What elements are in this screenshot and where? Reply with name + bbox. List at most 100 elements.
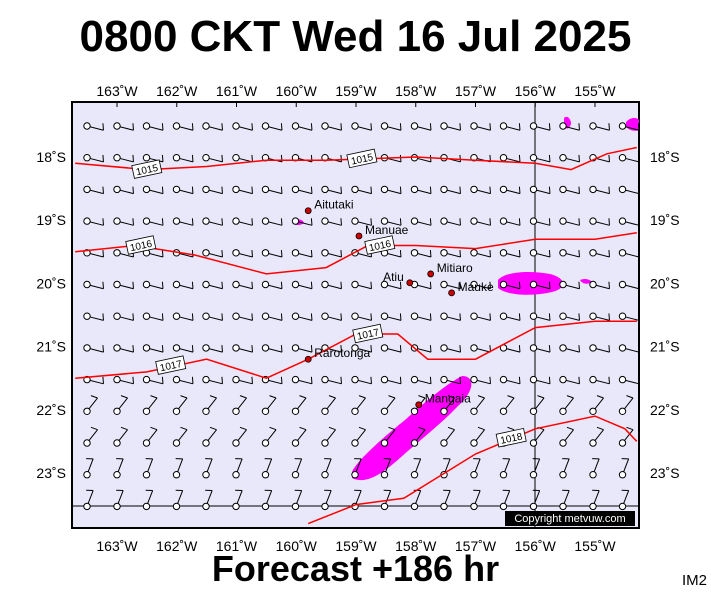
wind-barb xyxy=(559,395,574,415)
wind-barb xyxy=(232,312,253,321)
wind-barb xyxy=(351,122,372,131)
svg-text:1017: 1017 xyxy=(356,327,380,342)
wind-barb xyxy=(142,489,154,511)
wind-barb xyxy=(142,154,164,163)
wind-barb xyxy=(559,249,580,258)
wind-barb xyxy=(202,458,213,479)
wind-barb xyxy=(618,312,640,321)
place-dot xyxy=(355,232,363,240)
wind-barb xyxy=(618,280,640,290)
lat-label: 21˚S xyxy=(650,339,680,355)
wind-barb xyxy=(83,312,104,321)
wind-barb xyxy=(113,458,124,479)
wind-barb xyxy=(172,280,194,290)
wind-barb xyxy=(559,426,574,447)
wind-barb xyxy=(142,426,158,447)
wind-barb xyxy=(589,489,600,511)
wind-barb xyxy=(529,185,551,195)
wind-barb xyxy=(113,185,134,195)
isobar-label: 1017 xyxy=(352,323,384,344)
wind-barb xyxy=(559,489,570,511)
wind-barb xyxy=(559,344,580,353)
wind-barb xyxy=(559,375,580,385)
wind-barb xyxy=(83,280,104,290)
place-dot xyxy=(448,289,456,297)
wind-barb xyxy=(261,489,273,511)
wind-barb xyxy=(499,375,521,385)
wind-barb xyxy=(440,395,455,415)
isobar-label: 1016 xyxy=(364,235,396,255)
lat-label: 22˚S xyxy=(650,402,680,418)
wind-barb xyxy=(232,489,243,511)
image-tag: IM2 xyxy=(681,572,707,589)
wind-barb xyxy=(380,280,402,290)
wind-barb xyxy=(589,375,610,385)
place-dot xyxy=(304,207,312,215)
lat-label: 18˚S xyxy=(650,149,680,165)
isobar-lines: 1015 1015 1016 1016 1017 1017 1018 xyxy=(75,146,638,525)
wind-barb xyxy=(380,122,402,131)
wind-barb xyxy=(351,185,372,195)
wind-barb xyxy=(410,249,432,258)
wind-barb xyxy=(470,489,481,511)
wind-barb xyxy=(113,375,134,385)
wind-barb xyxy=(321,217,342,226)
wind-barb xyxy=(499,395,515,415)
wind-barb xyxy=(589,154,610,163)
wind-barb xyxy=(618,344,640,353)
wind-barb xyxy=(172,395,188,415)
wind-barb xyxy=(113,122,134,131)
lon-label: 161˚W xyxy=(216,538,258,554)
wind-barb xyxy=(291,395,307,415)
wind-barb xyxy=(261,185,283,195)
wind-barb xyxy=(261,395,277,415)
wind-barb xyxy=(232,217,253,226)
wind-barb xyxy=(291,249,313,258)
wind-barb xyxy=(440,312,461,321)
wind-barb xyxy=(351,426,366,447)
lon-label: 162˚W xyxy=(156,538,198,554)
wind-barb xyxy=(113,217,134,226)
rain-area-e2 xyxy=(580,278,592,284)
wind-barb xyxy=(618,122,640,131)
wind-barb xyxy=(618,426,634,447)
wind-barb xyxy=(440,375,461,385)
wind-barb xyxy=(410,375,432,385)
wind-barb xyxy=(499,458,511,479)
wind-barb xyxy=(589,344,610,353)
wind-barb xyxy=(202,375,223,385)
lon-label: 163˚W xyxy=(96,538,138,554)
wind-barb xyxy=(529,375,551,385)
longitude-labels: 163˚W 163˚W 162˚W 162˚W 161˚W 161˚W 160˚W 160˚W… xyxy=(96,83,616,554)
wind-barb xyxy=(499,280,521,290)
wind-barb xyxy=(261,249,283,258)
wind-barb xyxy=(113,280,134,290)
isobar-label: 1018 xyxy=(495,427,527,448)
wind-barb xyxy=(499,122,521,131)
lat-label: 19˚S xyxy=(36,212,66,228)
wind-barb xyxy=(113,154,134,163)
wind-barb xyxy=(232,185,253,195)
wind-barb xyxy=(172,344,194,353)
wind-barb xyxy=(113,426,128,447)
lat-label: 18˚S xyxy=(36,149,66,165)
wind-barb xyxy=(142,312,164,321)
wind-barb xyxy=(172,154,194,163)
wind-barb xyxy=(291,122,313,131)
wind-barb xyxy=(291,489,303,511)
wind-barb xyxy=(589,458,600,479)
wind-barb xyxy=(232,375,253,385)
wind-barb xyxy=(618,217,640,226)
wind-barb xyxy=(321,375,342,385)
wind-barb xyxy=(559,217,580,226)
wind-barb xyxy=(261,344,283,353)
wind-barb xyxy=(142,458,154,479)
wind-barb xyxy=(618,375,640,385)
wind-barb xyxy=(202,154,223,163)
lon-label: 161˚W xyxy=(216,83,258,99)
wind-barb xyxy=(529,154,551,163)
wind-barb xyxy=(470,122,491,131)
wind-barb xyxy=(529,395,545,415)
wind-barb xyxy=(83,426,98,447)
